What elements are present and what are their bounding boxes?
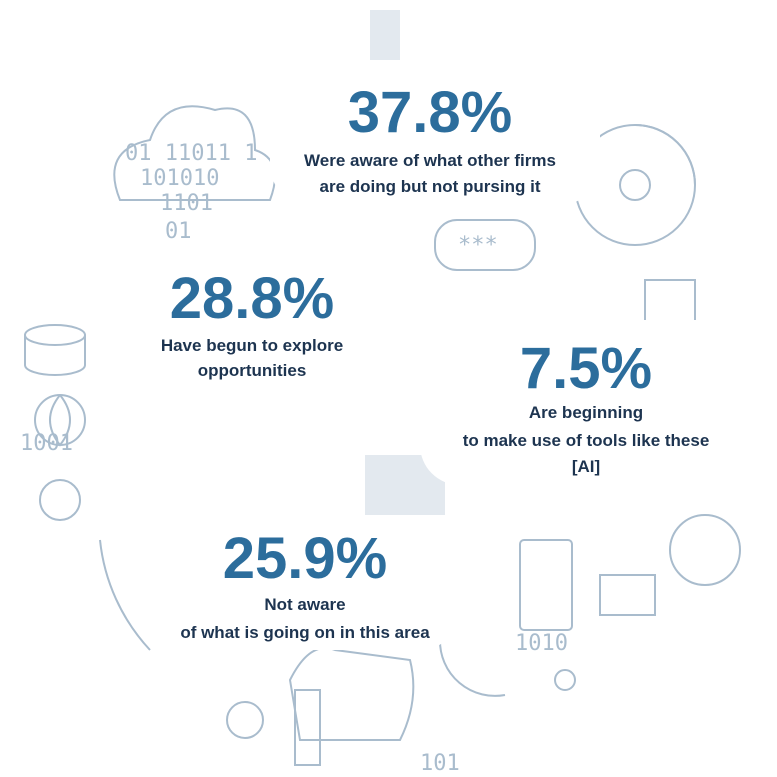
svg-text:***: *** <box>458 233 498 258</box>
stat-caption: are doing but not pursing it <box>320 177 541 196</box>
svg-text:101: 101 <box>420 751 460 776</box>
svg-text:1010: 1010 <box>515 631 568 656</box>
stat-caption: of what is going on in this area <box>180 623 430 642</box>
stat-caption: Not aware <box>264 595 345 614</box>
stat-value: 7.5% <box>520 336 652 401</box>
stat-caption: opportunities <box>198 361 307 380</box>
stat-caption: to make use of tools like these <box>463 431 710 450</box>
stat-value: 25.9% <box>223 526 387 591</box>
svg-text:1101: 1101 <box>160 191 213 216</box>
stat-value: 28.8% <box>170 266 334 331</box>
stat-caption: [AI] <box>572 457 600 476</box>
svg-text:01: 01 <box>165 219 192 244</box>
stat-value: 37.8% <box>348 80 512 145</box>
stat-caption: Have begun to explore <box>161 336 343 355</box>
svg-text:101010: 101010 <box>140 166 219 191</box>
svg-text:1001: 1001 <box>20 431 73 456</box>
stat-caption: Were aware of what other firms <box>304 151 556 170</box>
infographic: 01 11011 1 101010 1101 01 *** 1001 1010 … <box>0 0 777 777</box>
stat-caption: Are beginning <box>529 403 643 422</box>
svg-text:01 11011 1: 01 11011 1 <box>125 141 257 166</box>
